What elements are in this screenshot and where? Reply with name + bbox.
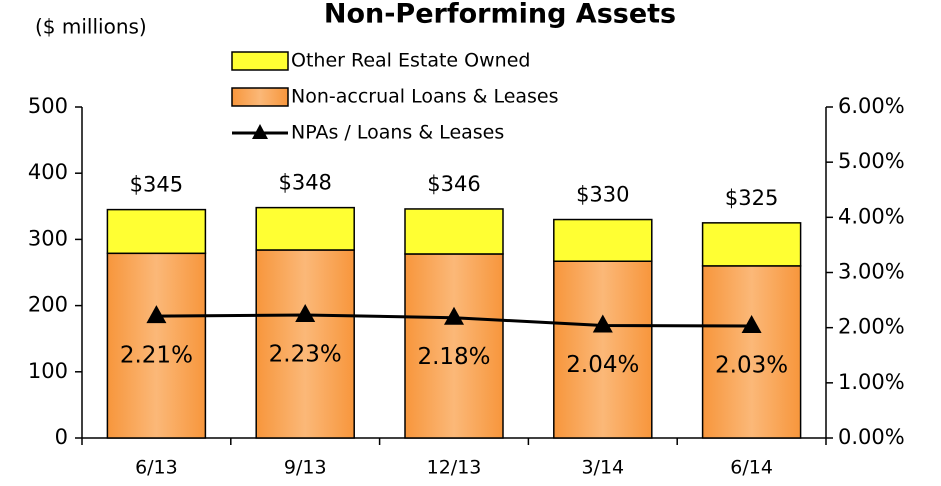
legend-swatch — [231, 51, 289, 71]
marker — [741, 315, 762, 334]
total-label: $325 — [725, 186, 778, 210]
y2-tick-label: 0.00% — [838, 425, 905, 449]
y-tick-label: 200 — [28, 293, 68, 317]
y2-tick-label: 1.00% — [838, 370, 905, 394]
marker — [146, 305, 167, 324]
line-label: 2.21% — [120, 343, 193, 369]
y2-tick-label: 2.00% — [838, 315, 905, 339]
x-tick-label: 3/14 — [581, 457, 624, 479]
total-label: $330 — [576, 183, 629, 207]
total-label: $346 — [427, 172, 480, 196]
y-tick-label: 300 — [28, 226, 68, 250]
bar-segment — [404, 208, 504, 255]
x-tick-label: 9/13 — [284, 457, 327, 479]
line-label: 2.04% — [566, 352, 639, 378]
legend-swatch — [231, 87, 289, 107]
legend-label: NPAs / Loans & Leases — [291, 122, 504, 144]
y2-tick-label: 3.00% — [838, 260, 905, 284]
legend-marker — [252, 124, 268, 139]
y-tick-label: 100 — [28, 359, 68, 383]
bar-segment — [701, 222, 802, 267]
subtitle: ($ millions) — [35, 15, 147, 39]
x-tick-label: 6/13 — [135, 457, 178, 479]
legend-label: Other Real Estate Owned — [291, 50, 530, 72]
line-label: 2.23% — [269, 341, 342, 367]
line-label: 2.03% — [715, 353, 788, 379]
bar-segment — [106, 252, 207, 439]
bar-segment — [255, 206, 355, 251]
bar-segment — [255, 249, 355, 439]
bar-segment — [553, 260, 653, 439]
y2-tick-label: 6.00% — [838, 94, 905, 118]
x-tick-label: 6/14 — [730, 457, 773, 479]
marker — [592, 314, 613, 333]
line-label: 2.18% — [417, 344, 490, 370]
y-tick-label: 500 — [28, 94, 68, 118]
y-tick-label: 400 — [28, 160, 68, 184]
total-label: $348 — [278, 171, 331, 195]
bar-segment — [553, 218, 653, 262]
y-tick-label: 0 — [55, 425, 68, 449]
bar-segment — [404, 253, 504, 439]
y2-tick-label: 5.00% — [838, 149, 905, 173]
bar-segment — [106, 208, 207, 255]
x-tick-label: 12/13 — [427, 457, 482, 479]
y2-tick-label: 4.00% — [838, 204, 905, 228]
chart-title: Non-Performing Assets — [324, 0, 676, 30]
marker — [444, 306, 464, 325]
marker — [295, 303, 316, 322]
total-label: $345 — [130, 173, 183, 197]
legend-label: Non-accrual Loans & Leases — [291, 86, 559, 108]
